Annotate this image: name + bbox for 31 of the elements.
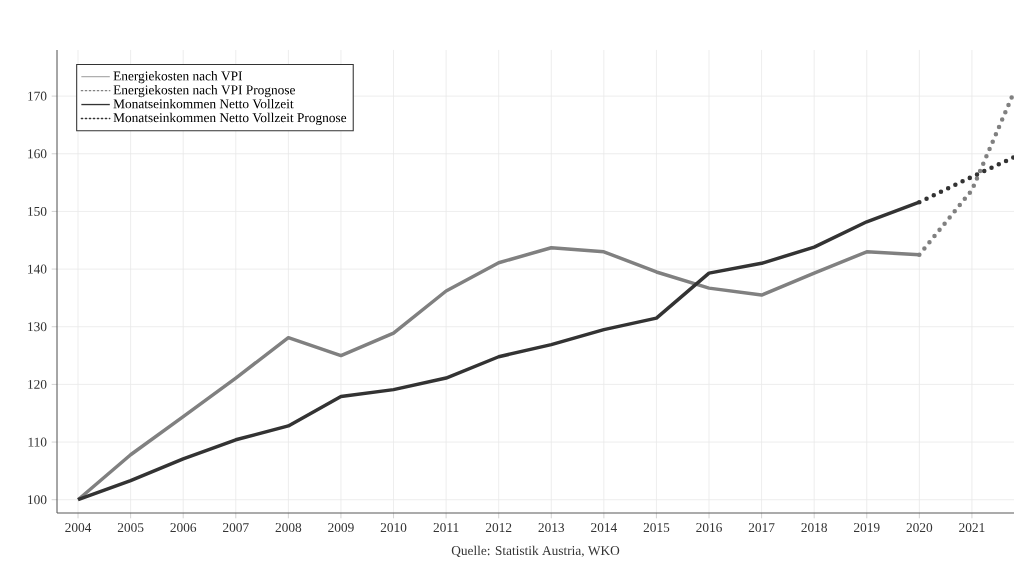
x-tick-label: 2019 [854, 523, 880, 533]
x-tick-label: 2006 [170, 523, 197, 533]
x-tick-label: 2009 [328, 523, 354, 533]
legend-label: Energiekosten nach VPI [113, 71, 243, 84]
y-tick-label: 110 [28, 437, 47, 447]
x-tick-label: 2005 [117, 523, 144, 533]
x-tick-label: 2010 [380, 523, 407, 533]
y-tick-label: 170 [28, 91, 47, 101]
x-tick-label: 2016 [696, 523, 722, 533]
legend-label: Energiekosten nach VPI Prognose [113, 84, 295, 98]
x-tick-label: 2008 [275, 523, 302, 533]
x-tick-label: 2017 [748, 523, 775, 533]
x-tick-label: 2020 [906, 523, 933, 533]
x-tick-label: 2021 [959, 523, 985, 533]
source-note: Quelle: Statistik Austria, WKO [451, 545, 620, 558]
x-tick-label: 2007 [223, 523, 249, 533]
x-tick-label: 2018 [801, 523, 828, 533]
x-tick-label: 2015 [643, 523, 670, 533]
x-tick-label: 2013 [538, 523, 565, 533]
x-tick-label: 2014 [591, 523, 617, 533]
y-tick-label: 160 [28, 149, 47, 159]
legend-label: Monatseinkommen Netto Vollzeit Prognose [113, 112, 347, 125]
y-tick-label: 150 [28, 206, 47, 216]
x-tick-label: 2004 [65, 523, 92, 533]
y-tick-label: 130 [28, 322, 47, 332]
x-tick-label: 2011 [433, 523, 459, 533]
y-tick-label: 120 [28, 379, 47, 389]
y-tick-label: 140 [28, 264, 47, 274]
legend-label: Monatseinkommen Netto Vollzeit [113, 98, 294, 109]
y-tick-label: 100 [28, 495, 47, 505]
x-tick-label: 2012 [485, 523, 512, 533]
